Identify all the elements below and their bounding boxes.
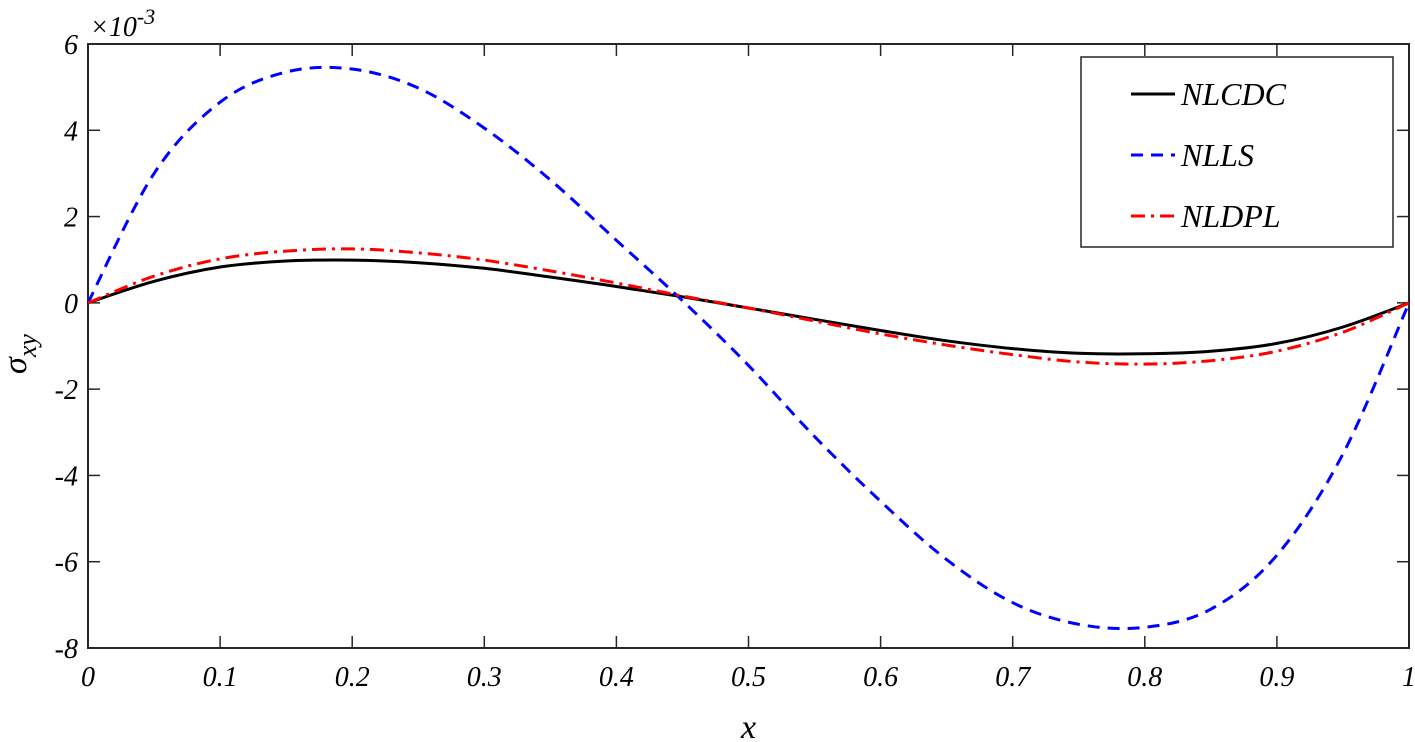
y-tick-label: 4 [64,116,78,147]
y-tick-label: 2 [64,203,78,234]
x-tick-label: 1 [1402,662,1415,693]
y-axis-exponent-power: -3 [137,4,155,29]
legend-label-nlls: NLLS [1180,137,1254,173]
y-tick-label: -4 [55,461,78,492]
x-tick-label: 0.7 [995,662,1031,693]
legend-label-nldpl: NLDPL [1180,198,1281,234]
x-tick-label: 0.9 [1259,662,1294,693]
y-axis-label-symbol: σxy [0,334,42,374]
x-tick-label: 0.6 [863,662,898,693]
x-tick-label: 0.4 [599,662,634,693]
y-axis-label-main: σ [0,356,34,374]
y-axis-label: σxy [0,334,42,374]
x-tick-label: 0.8 [1127,662,1162,693]
x-tick-label: 0.2 [335,662,370,693]
y-axis-exponent-base: ×10 [90,12,137,43]
x-tick-label: 0.3 [467,662,502,693]
y-axis-exponent: ×10-3 [90,4,155,43]
series-lines [86,65,1411,631]
y-tick-label: -2 [55,375,78,406]
y-tick-label: 6 [64,30,78,61]
y-tick-label: -8 [55,634,78,665]
x-tick-label: 0.5 [731,662,766,693]
y-axis-ticks: -8 -6 -4 -2 0 2 4 6 [55,30,1409,665]
series-line-nlls [86,65,1411,631]
y-tick-label: -6 [55,548,78,579]
x-tick-label: 0.1 [203,662,238,693]
x-axis-ticks: 0 0.1 0.2 0.3 0.4 0.5 0.6 0.7 0.8 0.9 1 [81,44,1415,693]
legend-label-nlcdc: NLCDC [1180,76,1287,112]
x-tick-label: 0 [81,662,95,693]
x-axis-label: x [740,709,756,742]
legend: NLCDC NLLS NLDPL [1080,56,1394,248]
y-tick-label: 0 [64,289,78,320]
series-line-nldpl [87,247,1410,366]
y-axis-label-subscript: xy [13,334,42,359]
